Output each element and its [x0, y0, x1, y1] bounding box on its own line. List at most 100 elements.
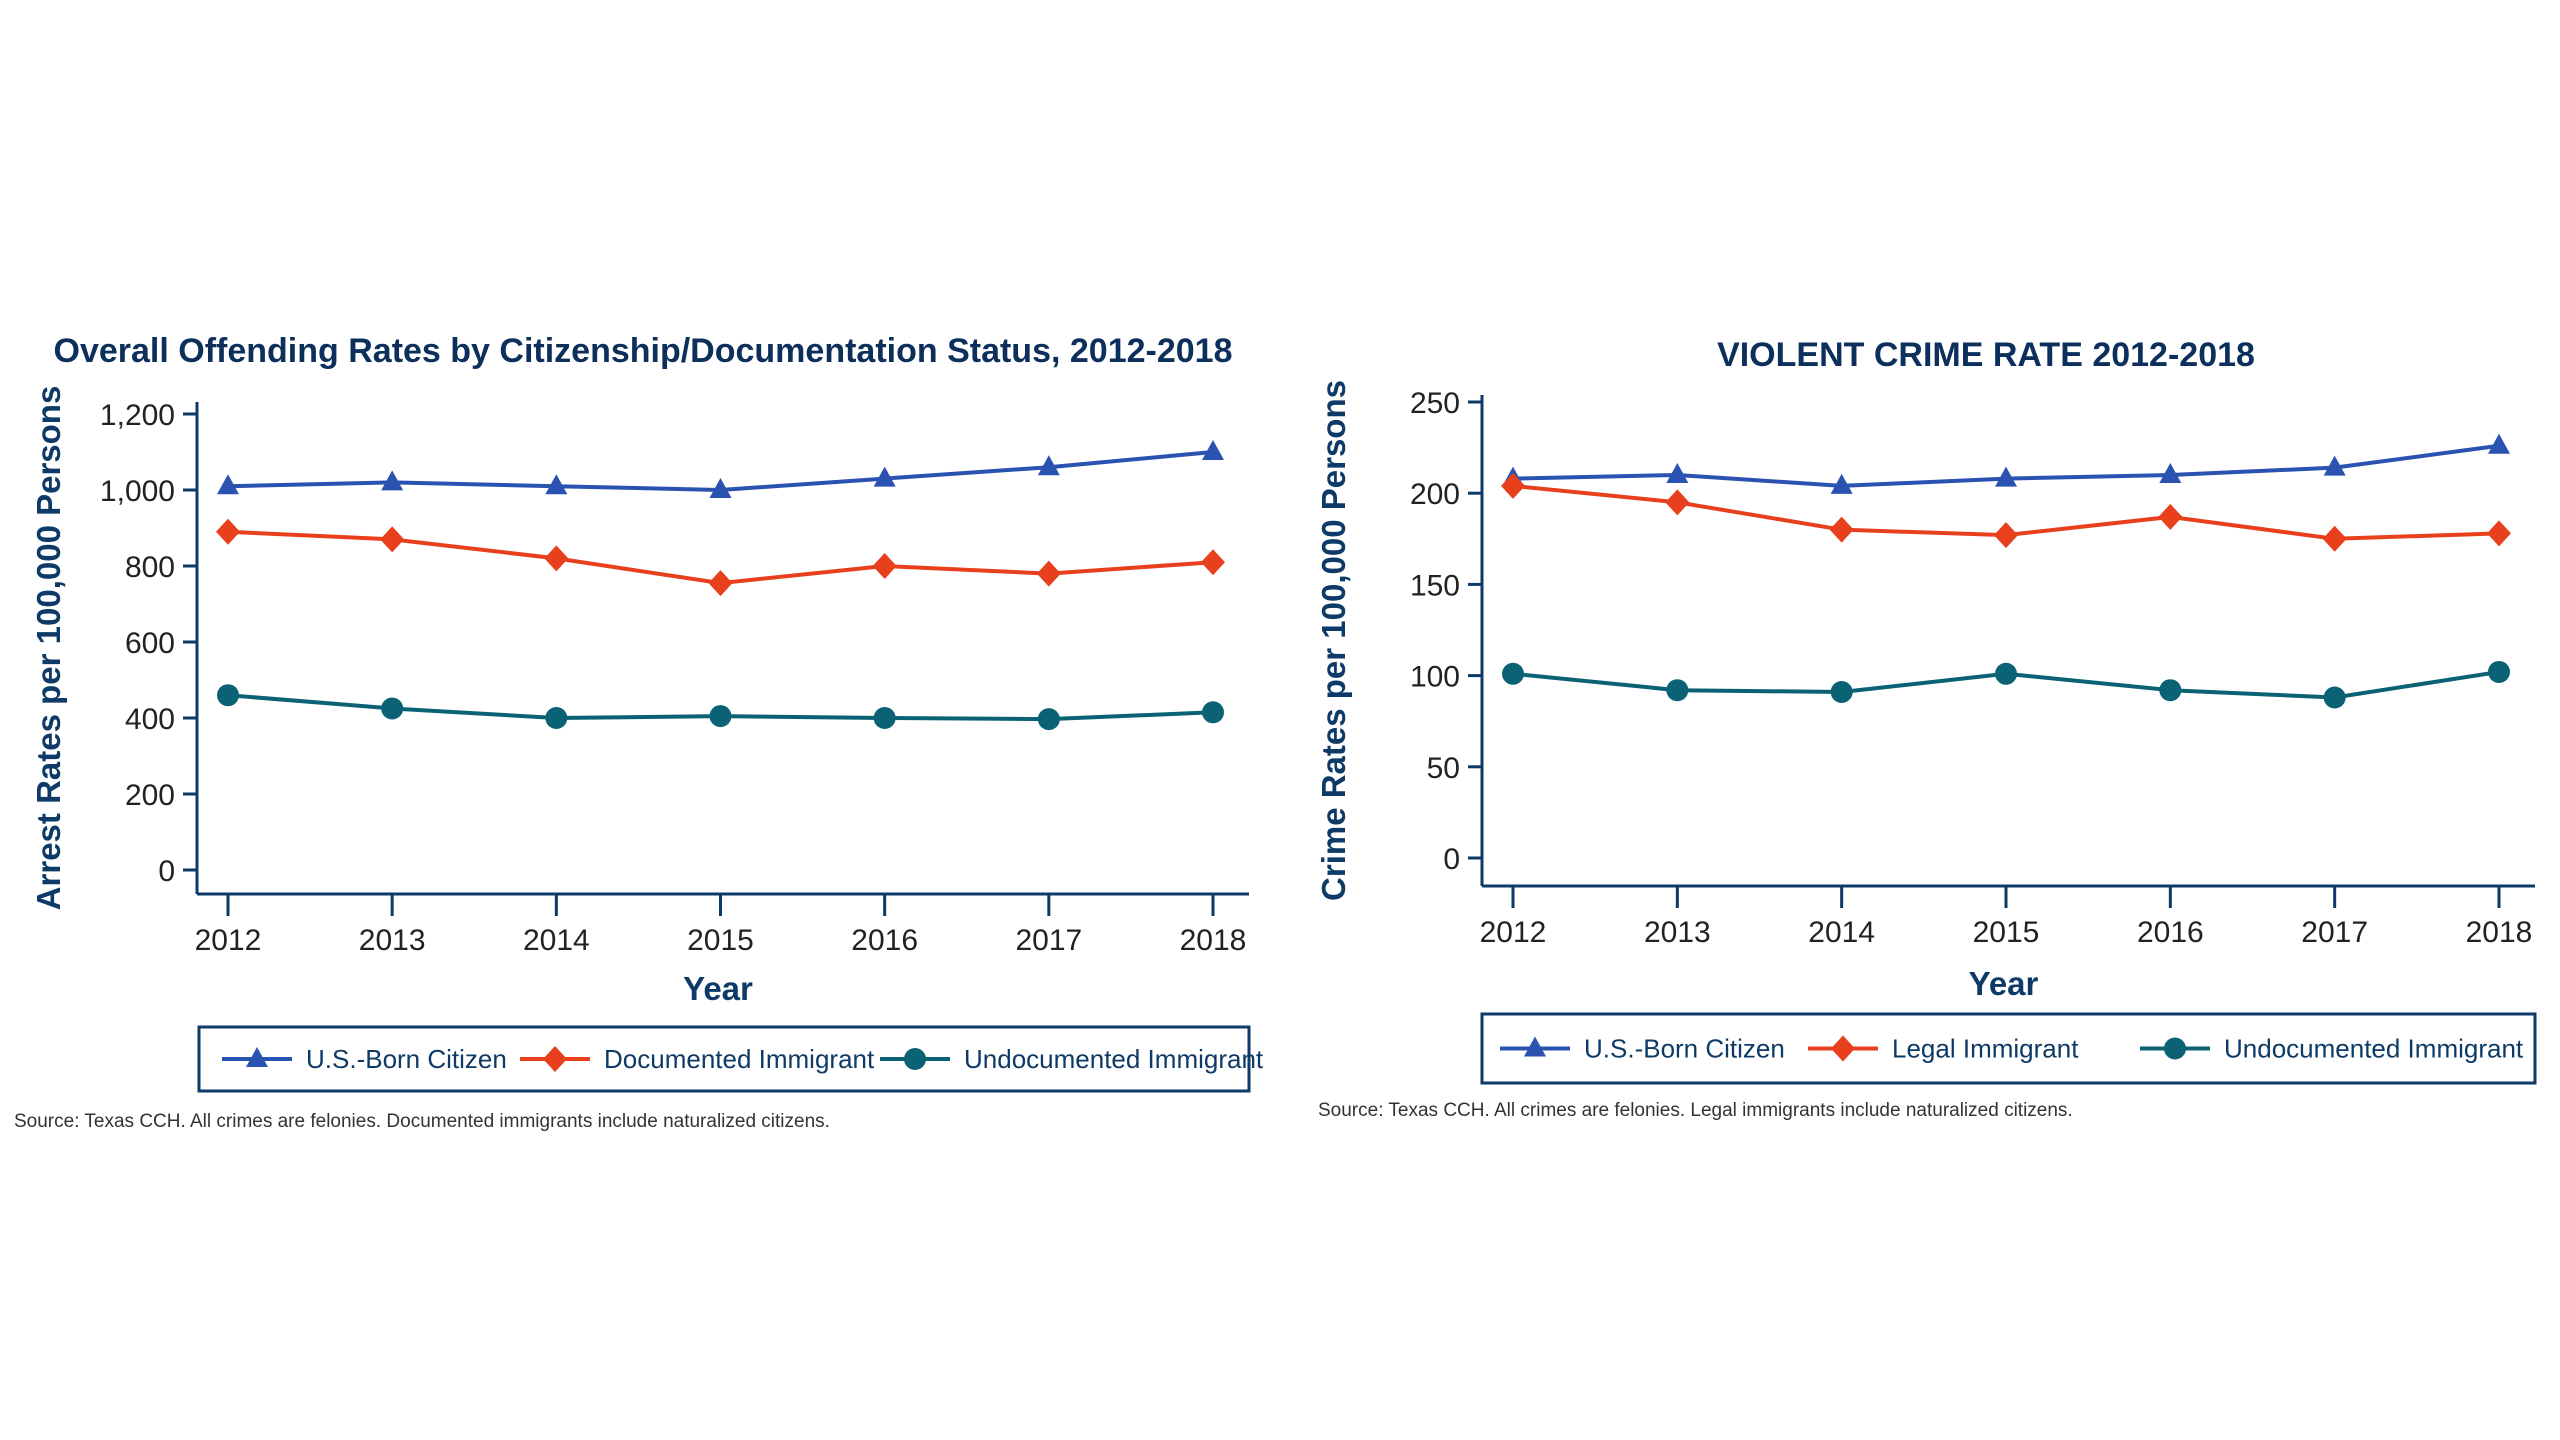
data-point: [381, 697, 404, 720]
x-tick-label: 2014: [1808, 916, 1875, 949]
source-note: Source: Texas CCH. All crimes are feloni…: [1318, 1100, 2073, 1121]
legend-label: Documented Immigrant: [604, 1044, 875, 1074]
x-tick-label: 2018: [2466, 916, 2533, 949]
data-point: [545, 474, 568, 495]
y-tick-label: 1,000: [100, 475, 175, 508]
data-point: [709, 478, 732, 498]
x-tick-label: 2016: [2137, 916, 2204, 949]
data-point: [2159, 679, 2182, 702]
x-axis-label: Year: [683, 970, 753, 1007]
y-tick-label: 0: [158, 855, 175, 888]
y-axis-label: Crime Rates per 100,000 Persons: [1315, 380, 1352, 901]
data-point: [1829, 516, 1854, 543]
data-point: [1666, 462, 1689, 483]
chart-1: Overall Offending Rates by Citizenship/D…: [14, 332, 1264, 1132]
data-point: [708, 570, 733, 597]
x-tick-label: 2013: [359, 924, 426, 957]
data-point: [2158, 503, 2183, 530]
y-tick-label: 200: [1410, 478, 1460, 511]
data-point: [1202, 440, 1224, 460]
data-point: [1830, 681, 1853, 704]
legend-label: Legal Immigrant: [1892, 1034, 2079, 1064]
series-u-s-born-citizen: [217, 440, 1224, 498]
legend-triangle-icon: [246, 1047, 268, 1067]
y-tick-label: 100: [1410, 661, 1460, 694]
legend-diamond-icon: [543, 1046, 567, 1072]
legend-circle-icon: [2164, 1037, 2186, 1060]
x-tick-label: 2012: [195, 924, 262, 957]
legend-diamond-icon: [1831, 1035, 1855, 1062]
legend-box: [1480, 1012, 2537, 1085]
data-point: [380, 526, 405, 553]
data-point: [544, 545, 569, 572]
source-note: Source: Texas CCH. All crimes are feloni…: [14, 1111, 830, 1132]
x-tick-label: 2017: [2301, 916, 2368, 949]
data-point: [2487, 520, 2511, 547]
data-point: [1830, 473, 1853, 494]
data-point: [216, 518, 240, 545]
legend: U.S.-Born Citizen Documented Immigrant Und…: [197, 1025, 1264, 1093]
y-tick-label: 400: [125, 703, 175, 736]
x-tick-label: 2013: [1644, 916, 1711, 949]
x-tick-label: 2015: [687, 924, 754, 957]
series-undocumented-immigrant: [1502, 660, 2510, 709]
series-legal-immigrant: [1501, 472, 2511, 552]
x-tick-label: 2016: [851, 924, 918, 957]
y-tick-label: 1,200: [100, 399, 175, 432]
series-documented-immigrant: [216, 518, 1225, 597]
data-point: [1502, 662, 1524, 685]
data-point: [1037, 455, 1060, 476]
y-tick-label: 50: [1427, 752, 1460, 785]
data-point: [217, 474, 239, 495]
x-tick-label: 2015: [1973, 916, 2040, 949]
y-tick-label: 0: [1443, 843, 1460, 876]
data-point: [1201, 549, 1225, 576]
data-point: [2488, 433, 2510, 454]
data-point: [545, 707, 568, 729]
y-tick-label: 200: [125, 779, 175, 812]
legend-label: U.S.-Born Citizen: [1584, 1034, 1785, 1064]
data-point: [2322, 525, 2347, 552]
data-point: [2323, 686, 2346, 709]
data-point: [1995, 466, 2017, 487]
chart-2: VIOLENT CRIME RATE 2012-2018 0 50 100 150 200…: [1315, 336, 2537, 1121]
data-point: [1202, 701, 1224, 724]
data-point: [217, 684, 239, 707]
x-tick-label: 2014: [523, 924, 590, 957]
y-tick-label: 800: [125, 551, 175, 584]
x-axis-label: Year: [1969, 965, 2039, 1002]
x-tick-label: 2017: [1015, 924, 1082, 957]
legend-box: [197, 1025, 1251, 1093]
series-undocumented-immigrant: [217, 684, 1224, 731]
y-tick-label: 150: [1410, 569, 1460, 602]
legend-label: Undocumented Immigrant: [2224, 1034, 2524, 1064]
legend-circle-icon: [904, 1048, 926, 1070]
x-tick-label: 2012: [1480, 916, 1547, 949]
data-point: [872, 553, 897, 579]
legend: U.S.-Born Citizen Legal Immigrant Undocume…: [1480, 1012, 2537, 1085]
data-point: [1994, 522, 2018, 549]
data-point: [709, 705, 732, 728]
data-point: [1666, 679, 1689, 702]
legend-triangle-icon: [1524, 1036, 1546, 1057]
data-point: [873, 466, 896, 487]
data-point: [1037, 708, 1060, 731]
legend-label: Undocumented Immigrant: [964, 1044, 1264, 1074]
y-tick-label: 600: [125, 627, 175, 660]
data-point: [1036, 560, 1061, 587]
data-point: [2323, 455, 2346, 476]
legend-label: U.S.-Born Citizen: [306, 1044, 507, 1074]
data-point: [2488, 660, 2510, 683]
y-tick-label: 250: [1410, 387, 1460, 420]
series-u-s-born-citizen: [1502, 433, 2510, 494]
data-point: [2159, 462, 2182, 483]
data-point: [1501, 472, 1525, 499]
data-point: [1665, 489, 1690, 516]
chart-title: VIOLENT CRIME RATE 2012-2018: [1717, 336, 2255, 374]
data-point: [1995, 662, 2017, 685]
x-tick-label: 2018: [1180, 924, 1247, 957]
y-axis-label: Arrest Rates per 100,000 Persons: [30, 386, 67, 911]
data-point: [381, 470, 404, 491]
data-point: [873, 707, 896, 729]
